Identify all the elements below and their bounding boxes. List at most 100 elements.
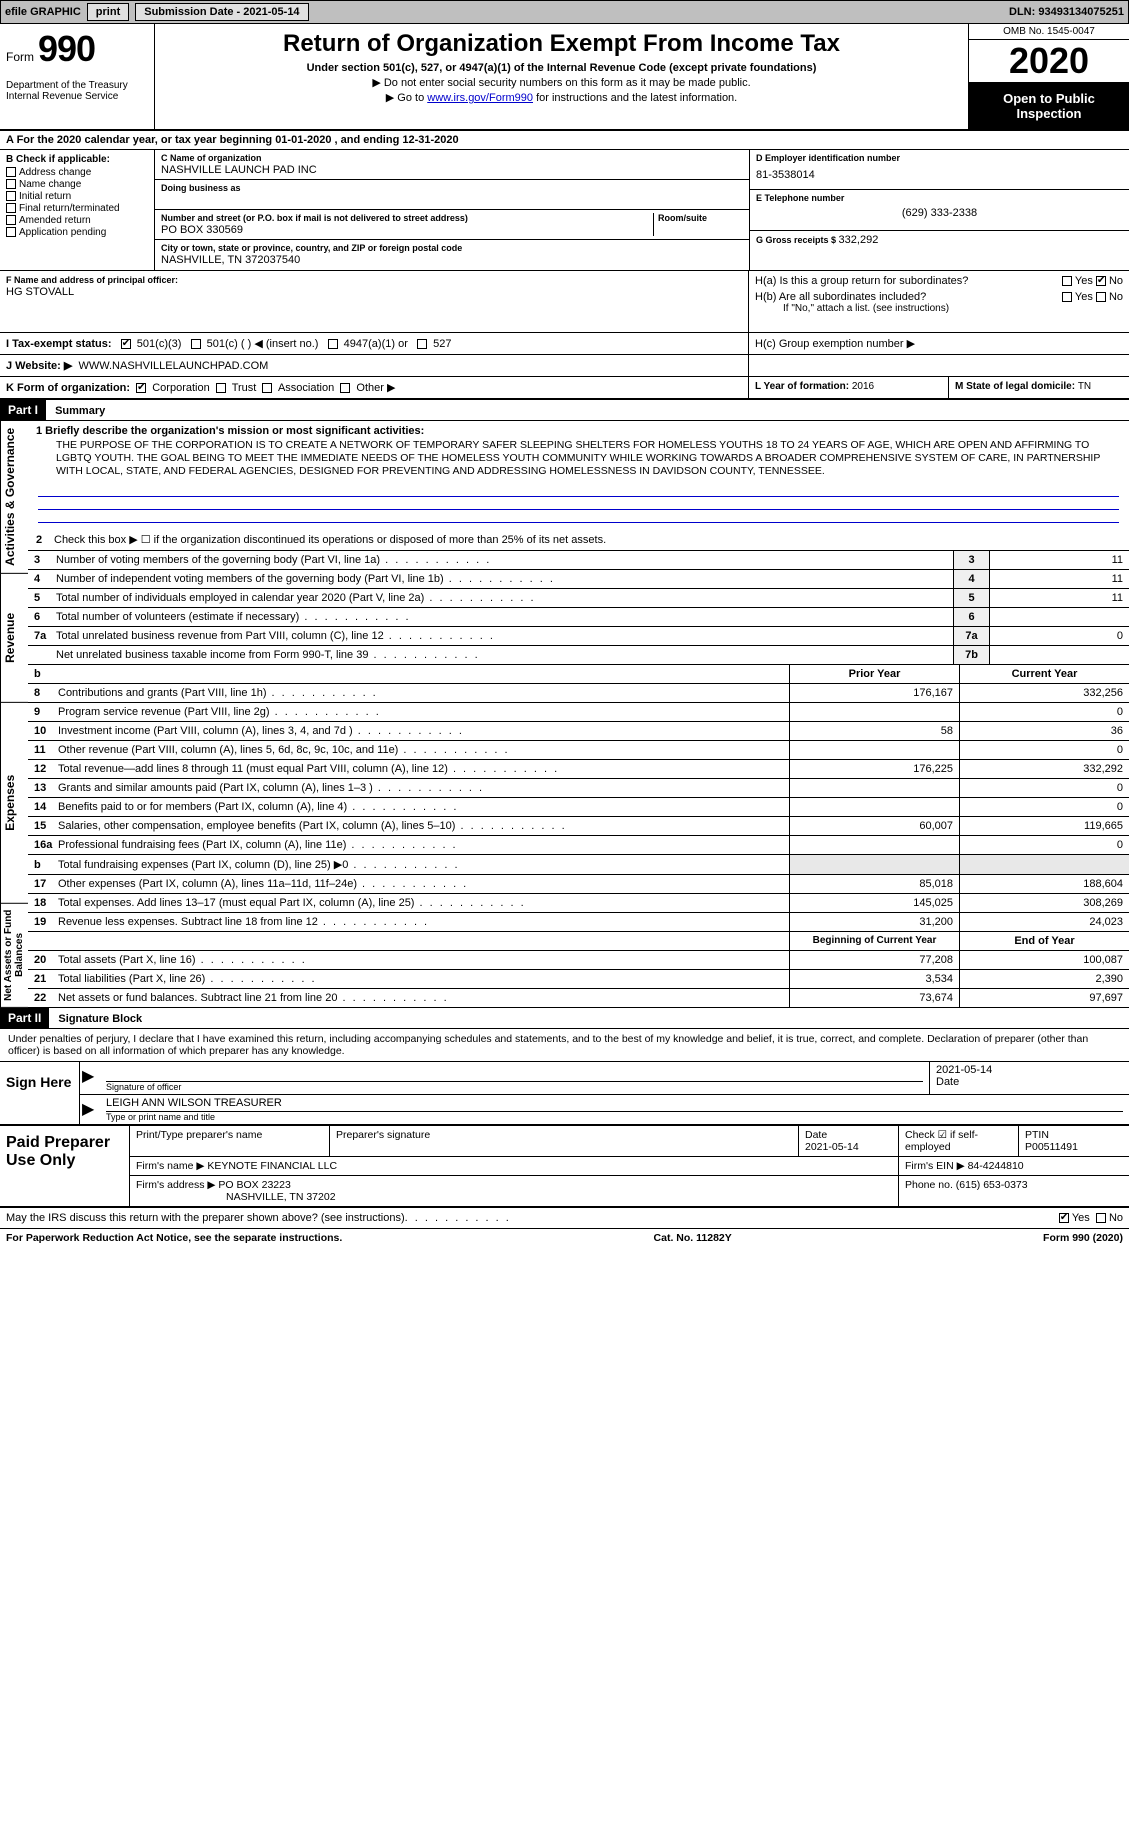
- form-subtitle-3: ▶ Go to www.irs.gov/Form990 for instruct…: [165, 91, 958, 104]
- public-inspection-badge: Open to Public Inspection: [969, 83, 1129, 129]
- sign-date: 2021-05-14: [936, 1064, 1123, 1076]
- officer-name-title: LEIGH ANN WILSON TREASURER: [106, 1097, 1123, 1112]
- entity-info-grid: B Check if applicable: Address change Na…: [0, 150, 1129, 271]
- financial-row: 14Benefits paid to or for members (Part …: [28, 798, 1129, 817]
- cb-initial-return[interactable]: Initial return: [6, 191, 148, 202]
- financial-row: 9Program service revenue (Part VIII, lin…: [28, 703, 1129, 722]
- box-degh: D Employer identification number 81-3538…: [749, 150, 1129, 270]
- financial-row: 16aProfessional fundraising fees (Part I…: [28, 836, 1129, 855]
- financial-row: 18Total expenses. Add lines 13–17 (must …: [28, 894, 1129, 913]
- ein: 81-3538014: [756, 169, 1123, 181]
- dln: DLN: 93493134075251: [1009, 6, 1124, 18]
- submission-date: 2021-05-14: [243, 6, 299, 18]
- paid-preparer-block: Paid Preparer Use Only Print/Type prepar…: [0, 1125, 1129, 1206]
- submission-date-box: Submission Date - 2021-05-14: [135, 3, 308, 21]
- submission-date-label: Submission Date -: [144, 6, 243, 18]
- cb-final-return[interactable]: Final return/terminated: [6, 203, 148, 214]
- preparer-date: 2021-05-14: [805, 1141, 892, 1153]
- part-i-header: Part I Summary: [0, 400, 1129, 421]
- cb-discuss-no[interactable]: [1096, 1213, 1106, 1223]
- ptin: P00511491: [1025, 1141, 1123, 1153]
- financial-row: 21Total liabilities (Part X, line 26)3,5…: [28, 970, 1129, 989]
- cb-527[interactable]: [417, 339, 427, 349]
- financial-row: 15Salaries, other compensation, employee…: [28, 817, 1129, 836]
- mission-text: THE PURPOSE OF THE CORPORATION IS TO CRE…: [56, 439, 1121, 478]
- form-ref: Form 990 (2020): [1043, 1232, 1123, 1244]
- org-name: NASHVILLE LAUNCH PAD INC: [161, 164, 743, 176]
- form-title: Return of Organization Exempt From Incom…: [165, 30, 958, 58]
- form-header: Form 990 Department of the Treasury Inte…: [0, 24, 1129, 131]
- self-employed-check[interactable]: Check ☑ if self-employed: [899, 1126, 1019, 1156]
- cb-assoc[interactable]: [262, 383, 272, 393]
- financial-row: bTotal fundraising expenses (Part IX, co…: [28, 855, 1129, 875]
- gov-row: Net unrelated business taxable income fr…: [28, 646, 1129, 665]
- box-hc: H(c) Group exemption number ▶: [749, 333, 1129, 354]
- gov-row: 5Total number of individuals employed in…: [28, 589, 1129, 608]
- cb-4947[interactable]: [328, 339, 338, 349]
- name-arrow-icon: ▶: [80, 1095, 100, 1124]
- financial-row: 8Contributions and grants (Part VIII, li…: [28, 684, 1129, 703]
- gov-row: 6Total number of volunteers (estimate if…: [28, 608, 1129, 627]
- cb-address-change[interactable]: Address change: [6, 167, 148, 178]
- omb-number: OMB No. 1545-0047: [969, 24, 1129, 40]
- year-formation: 2016: [852, 381, 874, 392]
- efile-topbar: efile GRAPHIC print Submission Date - 20…: [0, 0, 1129, 24]
- signature-arrow-icon: ▶: [80, 1062, 100, 1094]
- cb-corp[interactable]: [136, 383, 146, 393]
- cb-501c3[interactable]: [121, 339, 131, 349]
- cb-trust[interactable]: [216, 383, 226, 393]
- irs-link[interactable]: www.irs.gov/Form990: [427, 92, 533, 104]
- box-b-checkboxes: B Check if applicable: Address change Na…: [0, 150, 155, 270]
- form-number: 990: [38, 28, 95, 70]
- form-id-block: Form 990 Department of the Treasury Inte…: [0, 24, 155, 129]
- gov-row: 4Number of independent voting members of…: [28, 570, 1129, 589]
- row-j: J Website: ▶ WWW.NASHVILLELAUNCHPAD.COM: [0, 355, 1129, 377]
- efile-label: efile GRAPHIC: [5, 6, 81, 18]
- discuss-row: May the IRS discuss this return with the…: [0, 1206, 1129, 1228]
- part-ii-header: Part II Signature Block: [0, 1008, 1129, 1029]
- row-i: I Tax-exempt status: 501(c)(3) 501(c) ( …: [0, 333, 1129, 355]
- financial-row: 19Revenue less expenses. Subtract line 1…: [28, 913, 1129, 932]
- cb-amended-return[interactable]: Amended return: [6, 215, 148, 226]
- gov-row: 3Number of voting members of the governi…: [28, 551, 1129, 570]
- form-subtitle-2: ▶ Do not enter social security numbers o…: [165, 76, 958, 89]
- financial-row: 20Total assets (Part X, line 16)77,20810…: [28, 951, 1129, 970]
- firm-ein: Firm's EIN ▶ 84-4244810: [899, 1157, 1129, 1175]
- financial-row: 10Investment income (Part VIII, column (…: [28, 722, 1129, 741]
- cb-discuss-yes[interactable]: [1059, 1213, 1069, 1223]
- box-f-officer: F Name and address of principal officer:…: [0, 271, 749, 332]
- website: WWW.NASHVILLELAUNCHPAD.COM: [78, 360, 268, 372]
- firm-address: Firm's address ▶ PO BOX 23223: [136, 1179, 892, 1191]
- financial-row: 17Other expenses (Part IX, column (A), l…: [28, 875, 1129, 894]
- firm-name: Firm's name ▶ KEYNOTE FINANCIAL LLC: [130, 1157, 899, 1175]
- form-title-block: Return of Organization Exempt From Incom…: [155, 24, 969, 129]
- financial-row: 11Other revenue (Part VIII, column (A), …: [28, 741, 1129, 760]
- sign-here-block: Sign Here ▶ Signature of officer 2021-05…: [0, 1062, 1129, 1125]
- bal-header: Beginning of Current Year End of Year: [28, 932, 1129, 951]
- cb-other[interactable]: [340, 383, 350, 393]
- cb-501c[interactable]: [191, 339, 201, 349]
- officer-name: HG STOVALL: [6, 286, 742, 298]
- row-a-taxyear: A For the 2020 calendar year, or tax yea…: [0, 131, 1129, 150]
- form-subtitle-1: Under section 501(c), 527, or 4947(a)(1)…: [165, 62, 958, 74]
- rev-header: b Prior Year Current Year: [28, 665, 1129, 684]
- vtab-revenue: Revenue: [0, 574, 28, 703]
- form-year-block: OMB No. 1545-0047 2020 Open to Public In…: [969, 24, 1129, 129]
- mission-block: 1 Briefly describe the organization's mi…: [28, 421, 1129, 551]
- cb-application-pending[interactable]: Application pending: [6, 227, 148, 238]
- print-button[interactable]: print: [87, 3, 129, 21]
- box-c-org-info: C Name of organization NASHVILLE LAUNCH …: [155, 150, 749, 270]
- footer: For Paperwork Reduction Act Notice, see …: [0, 1228, 1129, 1247]
- form-word: Form: [6, 50, 34, 64]
- financial-row: 13Grants and similar amounts paid (Part …: [28, 779, 1129, 798]
- financial-row: 12Total revenue—add lines 8 through 11 (…: [28, 760, 1129, 779]
- cb-name-change[interactable]: Name change: [6, 179, 148, 190]
- vtab-governance: Activities & Governance: [0, 421, 28, 574]
- gross-receipts: 332,292: [839, 234, 879, 246]
- tax-year: 2020: [969, 40, 1129, 83]
- signature-declaration: Under penalties of perjury, I declare th…: [0, 1029, 1129, 1062]
- state-domicile: TN: [1078, 381, 1091, 392]
- vtab-balances: Net Assets or Fund Balances: [0, 903, 28, 1008]
- dept-treasury: Department of the Treasury Internal Reve…: [6, 80, 148, 102]
- financial-row: 22Net assets or fund balances. Subtract …: [28, 989, 1129, 1008]
